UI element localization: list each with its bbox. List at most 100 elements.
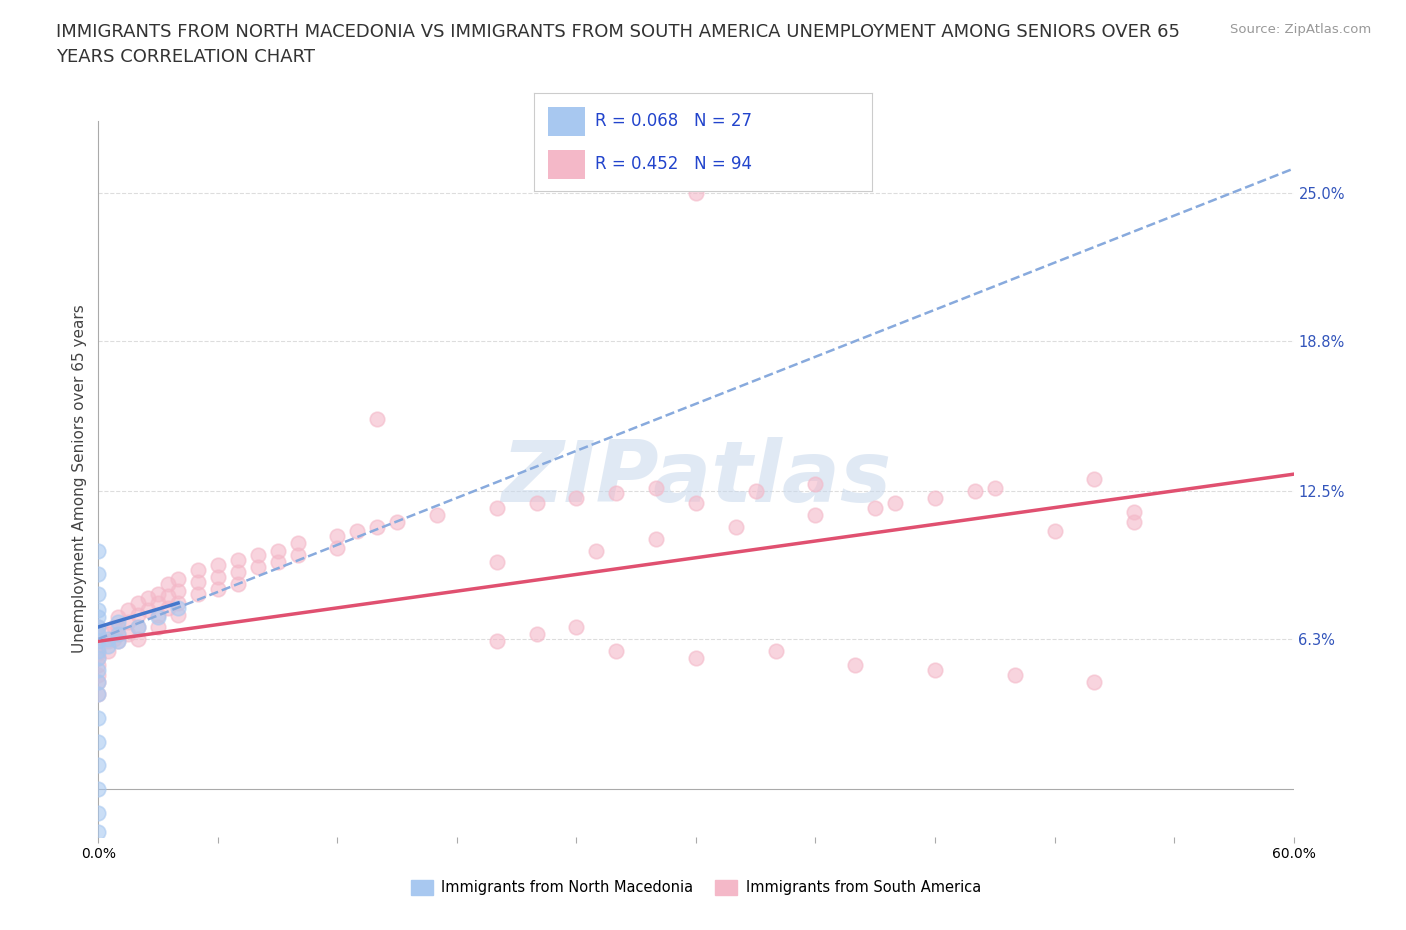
- Point: [103, 619, 125, 634]
- Point: [107, 634, 129, 649]
- Point: [148, 619, 170, 634]
- Point: [187, 563, 209, 578]
- Point: [366, 519, 388, 534]
- Point: [87, 658, 110, 672]
- Point: [167, 572, 190, 587]
- Point: [246, 560, 269, 575]
- Point: [87, 639, 110, 654]
- Point: [148, 607, 170, 622]
- Point: [226, 565, 249, 579]
- Point: [97, 631, 120, 646]
- Point: [485, 555, 508, 570]
- Point: [1043, 524, 1066, 538]
- Point: [107, 627, 129, 642]
- Point: [167, 595, 190, 610]
- Point: [844, 658, 866, 672]
- Point: [526, 496, 548, 511]
- Point: [87, 586, 110, 601]
- Point: [127, 595, 149, 610]
- Point: [87, 667, 110, 682]
- Point: [97, 634, 120, 649]
- Point: [87, 805, 110, 820]
- Point: [1004, 667, 1026, 682]
- Point: [426, 508, 449, 523]
- Point: [87, 644, 110, 658]
- Point: [326, 540, 349, 555]
- Point: [97, 644, 120, 658]
- Point: [127, 619, 149, 634]
- Y-axis label: Unemployment Among Seniors over 65 years: Unemployment Among Seniors over 65 years: [72, 305, 87, 653]
- Point: [136, 603, 159, 618]
- Point: [187, 586, 209, 601]
- Point: [107, 627, 129, 642]
- Point: [963, 484, 986, 498]
- Point: [565, 619, 588, 634]
- Text: Source: ZipAtlas.com: Source: ZipAtlas.com: [1230, 23, 1371, 36]
- Point: [97, 627, 120, 642]
- Point: [526, 627, 548, 642]
- Point: [366, 412, 388, 427]
- Point: [107, 619, 129, 634]
- Point: [167, 601, 190, 616]
- Point: [865, 500, 887, 515]
- Point: [117, 603, 139, 618]
- Point: [87, 758, 110, 773]
- Point: [924, 662, 946, 677]
- Point: [87, 651, 110, 666]
- FancyBboxPatch shape: [548, 107, 585, 136]
- Point: [117, 627, 139, 642]
- Point: [287, 548, 309, 563]
- Point: [884, 496, 907, 511]
- Point: [267, 543, 290, 558]
- Point: [685, 651, 707, 666]
- Point: [346, 524, 368, 538]
- Point: [87, 662, 110, 677]
- Point: [485, 634, 508, 649]
- Text: R = 0.068   N = 27: R = 0.068 N = 27: [595, 113, 752, 130]
- Point: [565, 491, 588, 506]
- Point: [127, 619, 149, 634]
- Point: [226, 577, 249, 591]
- Point: [87, 711, 110, 725]
- Point: [267, 555, 290, 570]
- Point: [87, 782, 110, 797]
- Point: [1083, 472, 1105, 486]
- Text: R = 0.452   N = 94: R = 0.452 N = 94: [595, 155, 752, 173]
- Point: [87, 651, 110, 666]
- Point: [385, 514, 409, 529]
- Point: [924, 491, 946, 506]
- Point: [87, 634, 110, 649]
- Point: [87, 686, 110, 701]
- Point: [645, 531, 668, 546]
- Point: [107, 610, 129, 625]
- Point: [804, 476, 827, 491]
- Point: [167, 607, 190, 622]
- Point: [207, 557, 229, 572]
- Point: [87, 610, 110, 625]
- Point: [87, 686, 110, 701]
- Point: [207, 581, 229, 596]
- Point: [1083, 674, 1105, 689]
- Point: [246, 548, 269, 563]
- Point: [157, 577, 180, 591]
- Point: [157, 601, 180, 616]
- Point: [157, 589, 180, 604]
- Point: [87, 645, 110, 660]
- Point: [107, 615, 129, 630]
- Point: [87, 543, 110, 558]
- Point: [226, 552, 249, 567]
- Legend: Immigrants from North Macedonia, Immigrants from South America: Immigrants from North Macedonia, Immigra…: [405, 874, 987, 901]
- Point: [117, 615, 139, 630]
- Point: [765, 644, 787, 658]
- Point: [87, 627, 110, 642]
- Text: ZIPatlas: ZIPatlas: [501, 437, 891, 521]
- Point: [167, 584, 190, 599]
- Point: [87, 567, 110, 582]
- Point: [984, 481, 1007, 496]
- Point: [87, 619, 110, 634]
- Point: [326, 529, 349, 544]
- Point: [207, 569, 229, 584]
- Point: [1123, 505, 1146, 520]
- Point: [685, 185, 707, 200]
- Point: [87, 627, 110, 642]
